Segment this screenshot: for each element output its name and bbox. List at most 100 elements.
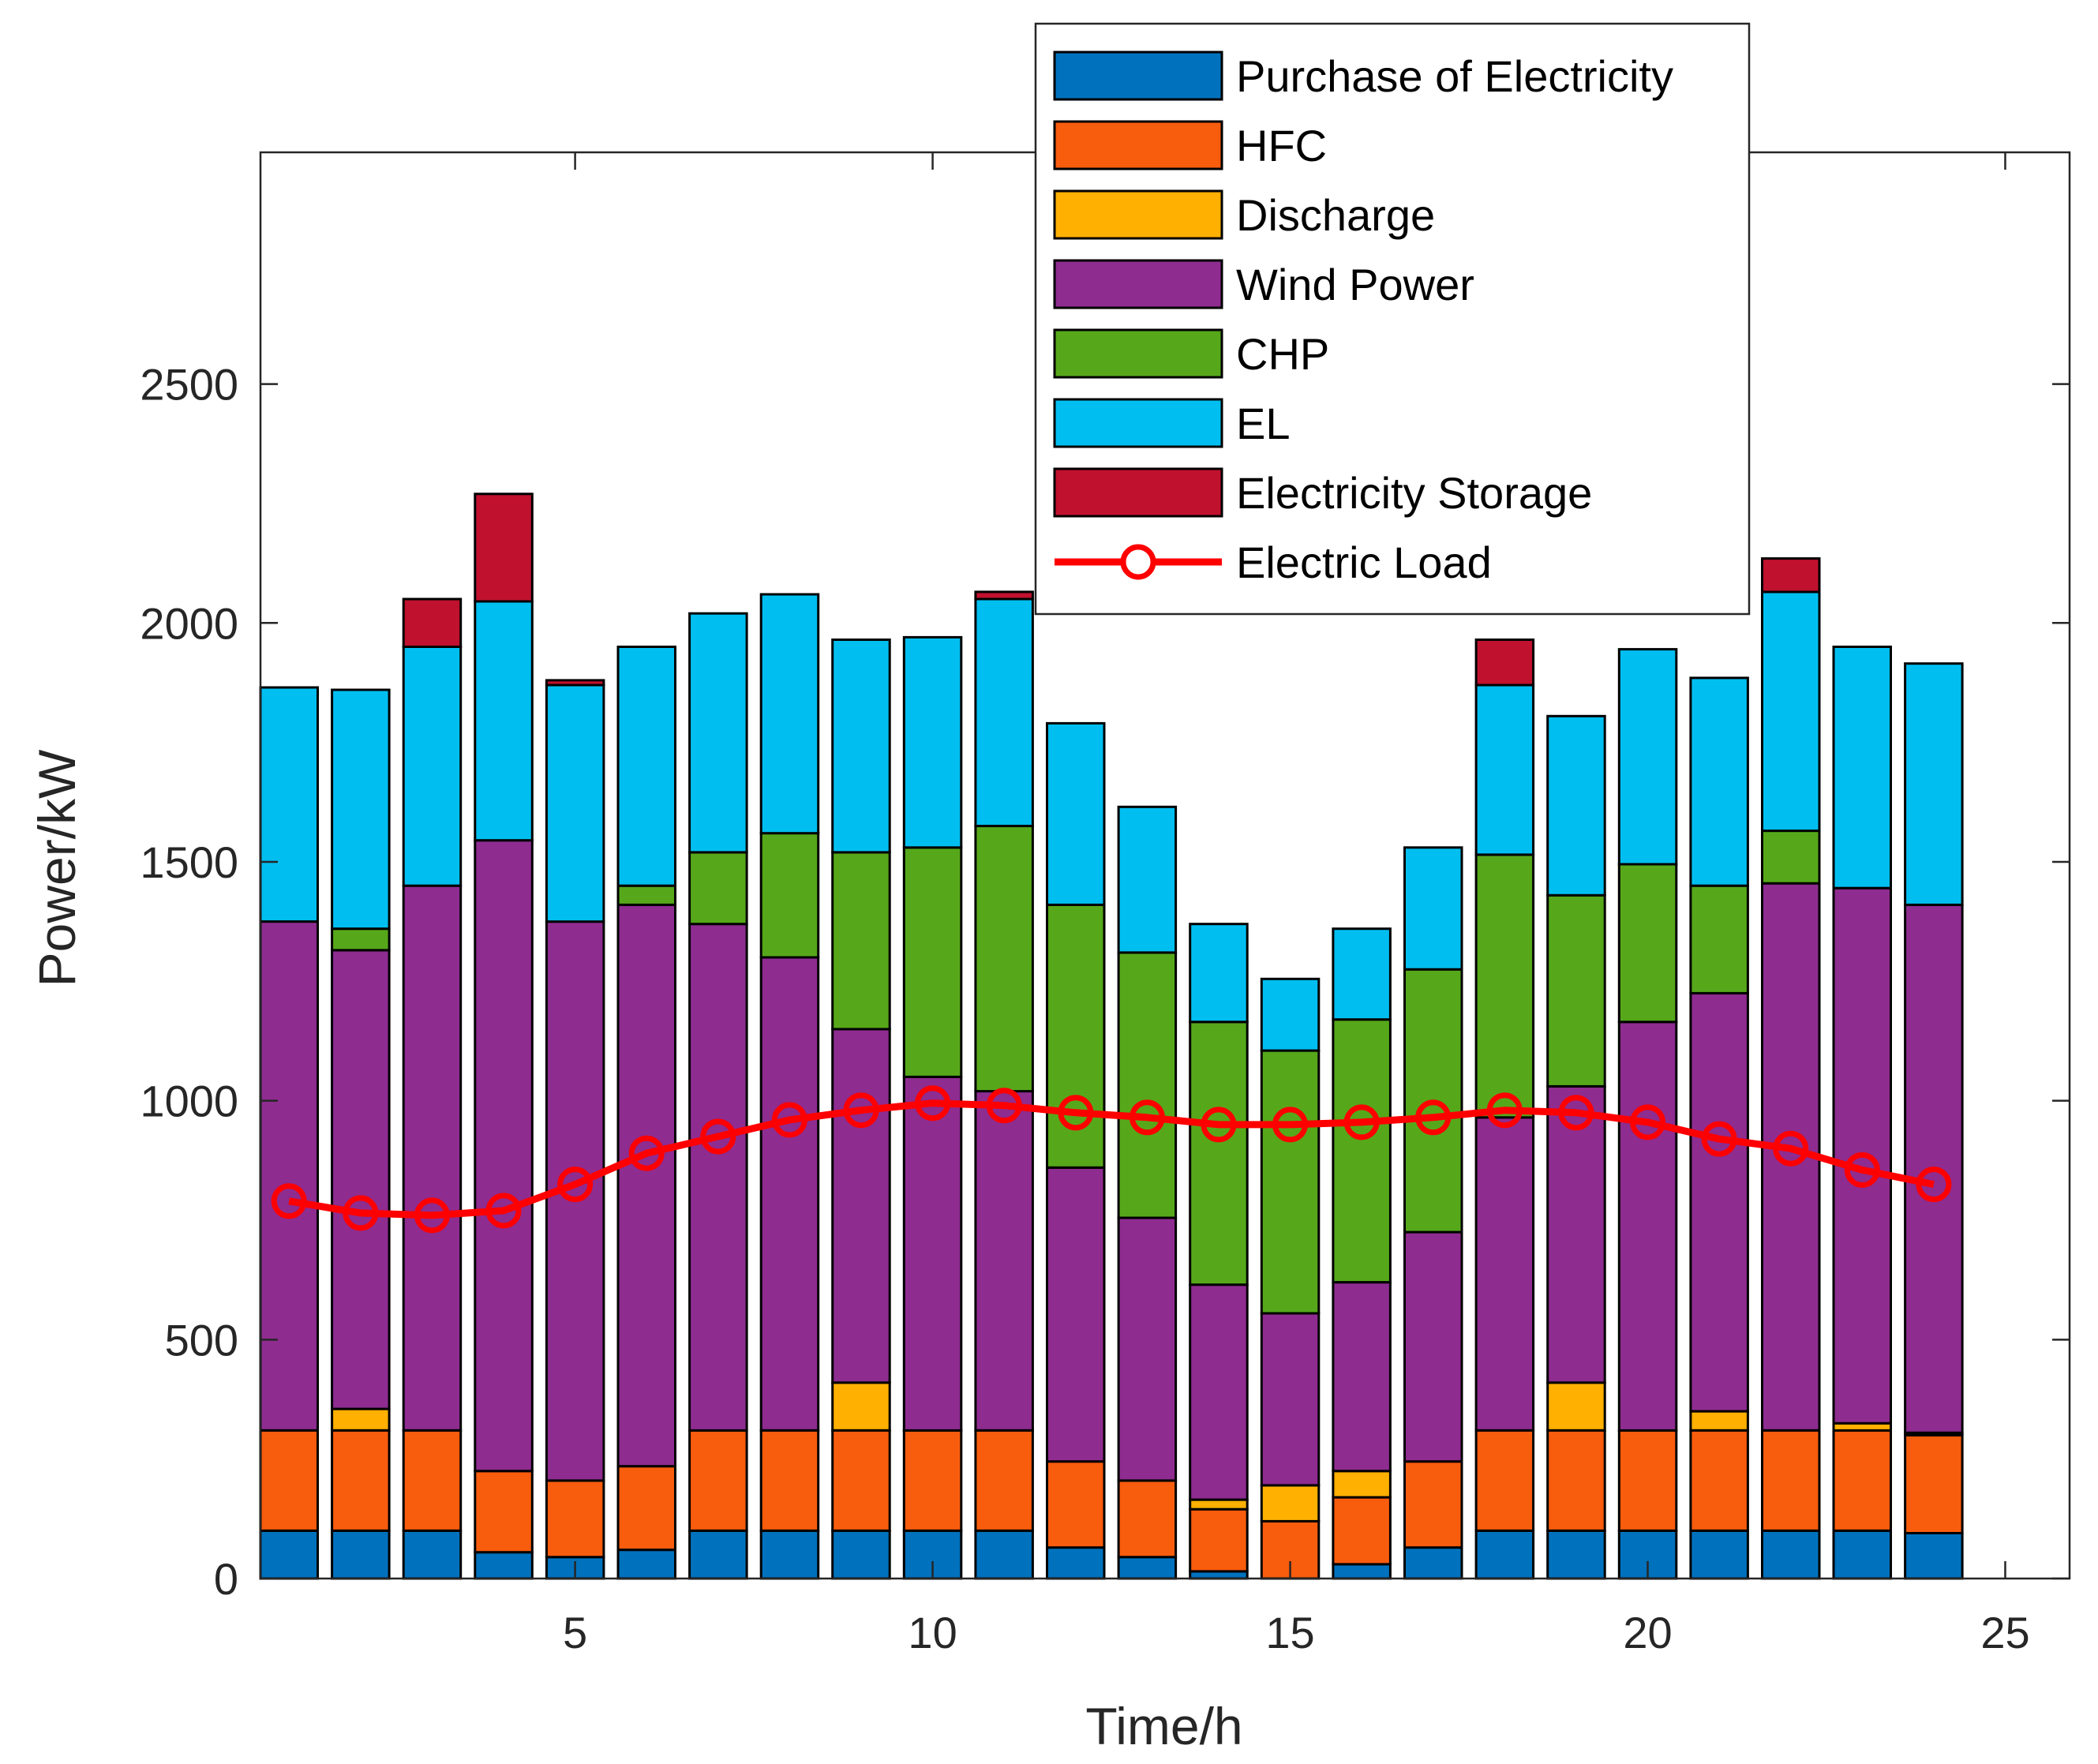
bar-segment	[259, 686, 319, 923]
bar-segment	[1546, 714, 1606, 897]
bar-segment	[831, 1429, 891, 1532]
electric-load-point	[1201, 1107, 1237, 1143]
bar-segment	[1189, 1283, 1249, 1501]
bar-segment	[474, 1470, 534, 1554]
legend-marker-sample	[1120, 544, 1156, 580]
bar-segment	[902, 1075, 963, 1432]
bar-segment	[545, 684, 605, 923]
bar-segment	[474, 1551, 534, 1580]
bar-segment	[1617, 1021, 1678, 1432]
bar-segment	[688, 612, 748, 854]
x-tick-label: 15	[1265, 1608, 1314, 1657]
y-tick-label: 500	[165, 1315, 238, 1365]
legend-label: HFC	[1236, 121, 1327, 170]
bar-segment	[616, 1549, 676, 1580]
bar-segment	[545, 679, 605, 687]
bar-segment	[974, 590, 1034, 601]
bar-segment	[974, 825, 1034, 1093]
bar-segment	[1761, 1530, 1821, 1580]
bar-segment	[1546, 1429, 1606, 1532]
bar-segment	[974, 1090, 1034, 1432]
bar-segment	[759, 1429, 820, 1532]
bar-segment	[616, 884, 676, 906]
bar-segment	[902, 846, 963, 1078]
bar-segment	[759, 1530, 820, 1580]
bar-segment	[759, 956, 820, 1432]
bar-segment	[1832, 1530, 1892, 1580]
bar-segment	[1189, 1507, 1249, 1573]
bar-segment	[545, 1479, 605, 1559]
bar-segment	[1689, 991, 1749, 1413]
electric-load-point	[915, 1085, 951, 1122]
legend-label: Electric Load	[1236, 537, 1492, 587]
x-tick-label: 5	[563, 1608, 587, 1657]
legend-label: Purchase of Electricity	[1236, 51, 1673, 101]
bar-segment	[1546, 1381, 1606, 1432]
electric-load-point	[1630, 1104, 1665, 1140]
bar-segment	[1332, 1496, 1392, 1566]
bar-segment	[1617, 648, 1678, 866]
bar-segment	[1332, 1281, 1392, 1473]
bar-segment	[1260, 1484, 1321, 1522]
electric-load-point	[557, 1167, 594, 1203]
legend-swatch	[1053, 259, 1223, 309]
bar-segment	[1474, 853, 1535, 1119]
bar-segment	[1332, 1470, 1392, 1499]
bar-segment	[1260, 1049, 1321, 1315]
bar-segment	[1832, 1429, 1892, 1532]
electric-load-point	[271, 1183, 307, 1219]
legend-label: Wind Power	[1236, 260, 1474, 309]
bar-segment	[1117, 1479, 1178, 1559]
bar-stacks	[259, 492, 1964, 1580]
bar-segment	[1689, 1429, 1749, 1532]
bar-segment	[831, 639, 891, 854]
bar-segment	[1832, 646, 1892, 889]
bar-segment	[1617, 863, 1678, 1024]
bar-segment	[474, 492, 534, 603]
bar-segment	[1046, 1460, 1106, 1549]
bar-segment	[474, 839, 534, 1473]
bar-segment	[1904, 662, 1964, 906]
bar-segment	[331, 1429, 391, 1532]
bar-segment	[259, 1530, 319, 1580]
bar-segment	[1332, 927, 1392, 1021]
bar-segment	[1904, 1433, 1964, 1535]
bar-segment	[1546, 1530, 1606, 1580]
y-tick-label: 0	[214, 1554, 238, 1604]
bar-segment	[331, 1530, 391, 1580]
electric-load-point	[414, 1197, 450, 1234]
bar-segment	[1046, 1166, 1106, 1463]
bar-segment	[831, 1028, 891, 1384]
electric-load-point	[843, 1092, 879, 1129]
x-tick-label: 20	[1623, 1608, 1672, 1657]
bar-segment	[1761, 1429, 1821, 1532]
bar-segment	[1046, 721, 1106, 906]
bar-segment	[974, 1530, 1034, 1580]
bar-segment	[1117, 951, 1178, 1219]
bar-segment	[331, 1407, 391, 1432]
bar-segment	[1403, 1230, 1463, 1463]
bar-segment	[1332, 1018, 1392, 1284]
bar-segment	[402, 646, 463, 887]
bar-segment	[1189, 923, 1249, 1024]
x-tick-label: 25	[1980, 1608, 2029, 1657]
bar-segment	[402, 1429, 463, 1532]
x-axis-title: Time/h	[1085, 1697, 1242, 1755]
legend-label: EL	[1236, 399, 1291, 448]
bar-segment	[1403, 1460, 1463, 1549]
legend-swatch	[1053, 467, 1223, 518]
bar-segment	[1260, 977, 1321, 1052]
bar-segment	[1689, 884, 1749, 994]
bar-segment	[1403, 846, 1463, 971]
bar-segment	[688, 851, 748, 926]
bar-segment	[402, 1530, 463, 1580]
bar-segment	[1332, 1563, 1392, 1580]
bar-segment	[831, 1381, 891, 1432]
electric-load-point	[1486, 1092, 1523, 1129]
bar-segment	[1117, 1216, 1178, 1482]
electric-load-point	[1916, 1167, 1952, 1203]
bar-segment	[1474, 639, 1535, 687]
bar-segment	[688, 923, 748, 1432]
electric-load-point	[1773, 1130, 1809, 1167]
